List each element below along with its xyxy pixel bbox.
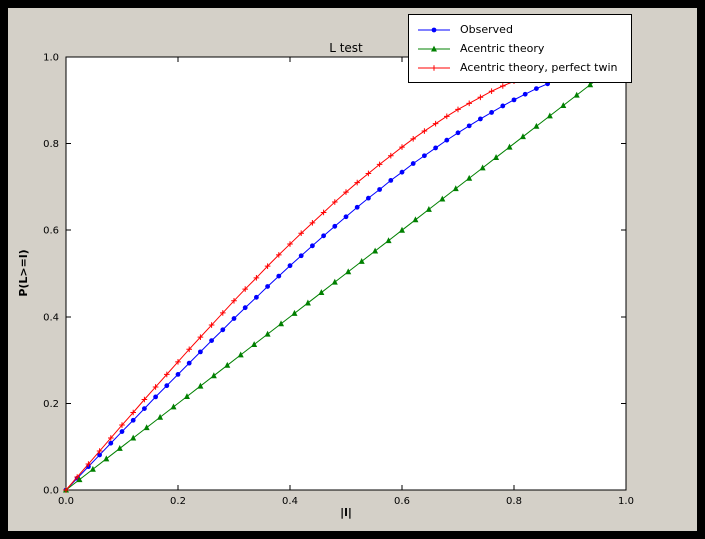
x-tick-label: 0.6 (394, 496, 410, 507)
legend-label-acentric-theory: Acentric theory (460, 42, 545, 55)
x-tick-label: 0.4 (282, 496, 298, 507)
y-tick-label: 1.0 (43, 53, 59, 64)
x-tick-label: 0.2 (170, 496, 186, 507)
legend-line-perfect-twin-icon (418, 64, 450, 71)
y-tick-label: 0.8 (43, 139, 59, 150)
legend-line-acentric-theory-icon (418, 45, 450, 51)
legend-label-observed: Observed (460, 23, 513, 36)
legend-line-observed-icon (418, 27, 450, 32)
x-tick-label: 0.8 (506, 496, 522, 507)
y-tick-label: 0.4 (43, 312, 59, 323)
y-tick-label: 0.2 (43, 399, 59, 410)
y-tick-label: 0.6 (43, 226, 59, 237)
x-tick-label: 1.0 (618, 496, 634, 507)
chart-title: L test (329, 41, 363, 55)
legend-label-perfect-twin: Acentric theory, perfect twin (460, 61, 618, 74)
y-tick-label: 0.0 (43, 486, 59, 497)
y-axis-label: P(L>=l) (17, 249, 30, 297)
figure-canvas: 0.0 0.2 0.4 0.6 0.8 1.0 0.0 0.2 0.4 0.6 0.8 1.0 L t… (8, 8, 697, 531)
x-axis-label: |l| (340, 506, 352, 519)
plot-area: 0.0 0.2 0.4 0.6 0.8 1.0 0.0 0.2 0.4 0.6 0.8 1.0 (43, 53, 634, 508)
legend: Observed Acentric theory Acentric theory… (408, 14, 633, 83)
legend-row-observed: Observed (417, 20, 617, 39)
x-tick-label: 0.0 (58, 496, 74, 507)
legend-row-acentric-theory: Acentric theory (417, 39, 617, 58)
legend-row-perfect-twin: Acentric theory, perfect twin (417, 58, 617, 77)
